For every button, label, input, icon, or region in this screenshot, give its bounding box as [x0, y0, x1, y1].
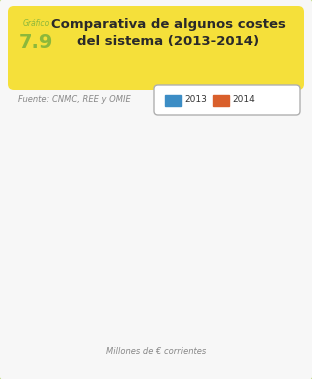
Bar [56, 184, 79, 324]
FancyBboxPatch shape [8, 6, 304, 90]
Text: 1.297: 1.297 [126, 278, 148, 287]
Text: -1%: -1% [185, 163, 206, 173]
Text: -3%: -3% [115, 264, 136, 274]
Text: 5.098: 5.098 [173, 176, 195, 185]
Bar [126, 290, 148, 324]
Text: Fuente: CNMC, REE y OMIE: Fuente: CNMC, REE y OMIE [18, 94, 131, 103]
Bar [242, 281, 265, 324]
Text: 1.674: 1.674 [265, 268, 287, 277]
Text: 7.9: 7.9 [19, 33, 53, 52]
Text: 6.713: 6.713 [34, 133, 56, 143]
Text: +4%: +4% [252, 255, 277, 265]
FancyBboxPatch shape [154, 85, 300, 115]
Text: 5.043: 5.043 [195, 178, 217, 187]
Text: Comparativa de algunos costes
del sistema (2013-2014): Comparativa de algunos costes del sistem… [51, 18, 285, 48]
Bar [213, 95, 229, 106]
Text: -22%: -22% [43, 120, 70, 130]
Text: 5.238: 5.238 [56, 173, 78, 182]
Bar [165, 95, 181, 106]
Text: 2014: 2014 [232, 96, 255, 105]
Bar [34, 145, 56, 324]
Text: 1.332: 1.332 [104, 277, 125, 286]
Text: Gráfico: Gráfico [22, 19, 50, 28]
Bar [195, 190, 217, 324]
Text: Millones de € corrientes: Millones de € corrientes [106, 346, 206, 356]
Text: 1.604: 1.604 [243, 269, 265, 279]
Bar [265, 279, 287, 324]
Text: 2013: 2013 [184, 96, 207, 105]
Bar [173, 188, 195, 324]
Bar [104, 288, 126, 324]
